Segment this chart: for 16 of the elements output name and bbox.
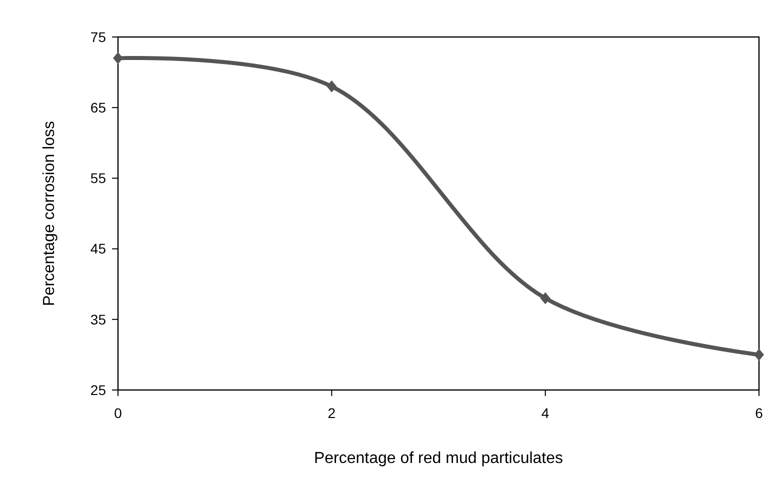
x-axis-title: Percentage of red mud particulates xyxy=(314,450,564,467)
y-tick-label: 45 xyxy=(90,240,106,257)
point xyxy=(754,348,764,361)
point xyxy=(540,292,550,304)
y-axis-title: Percentage corrosion loss xyxy=(41,121,58,306)
point xyxy=(113,52,123,64)
x-tick-label: 6 xyxy=(755,405,764,421)
point xyxy=(326,80,337,92)
x-tick-label: 2 xyxy=(328,405,336,421)
x-tick-label: 0 xyxy=(114,405,122,421)
x-tick-label: 4 xyxy=(541,405,550,421)
y-tick-label: 75 xyxy=(90,28,106,45)
y-tick-label: 35 xyxy=(90,311,106,328)
y-tick-label: 65 xyxy=(90,100,106,116)
y-tick-label: 55 xyxy=(90,170,106,186)
y-tick-label: 25 xyxy=(90,382,106,398)
